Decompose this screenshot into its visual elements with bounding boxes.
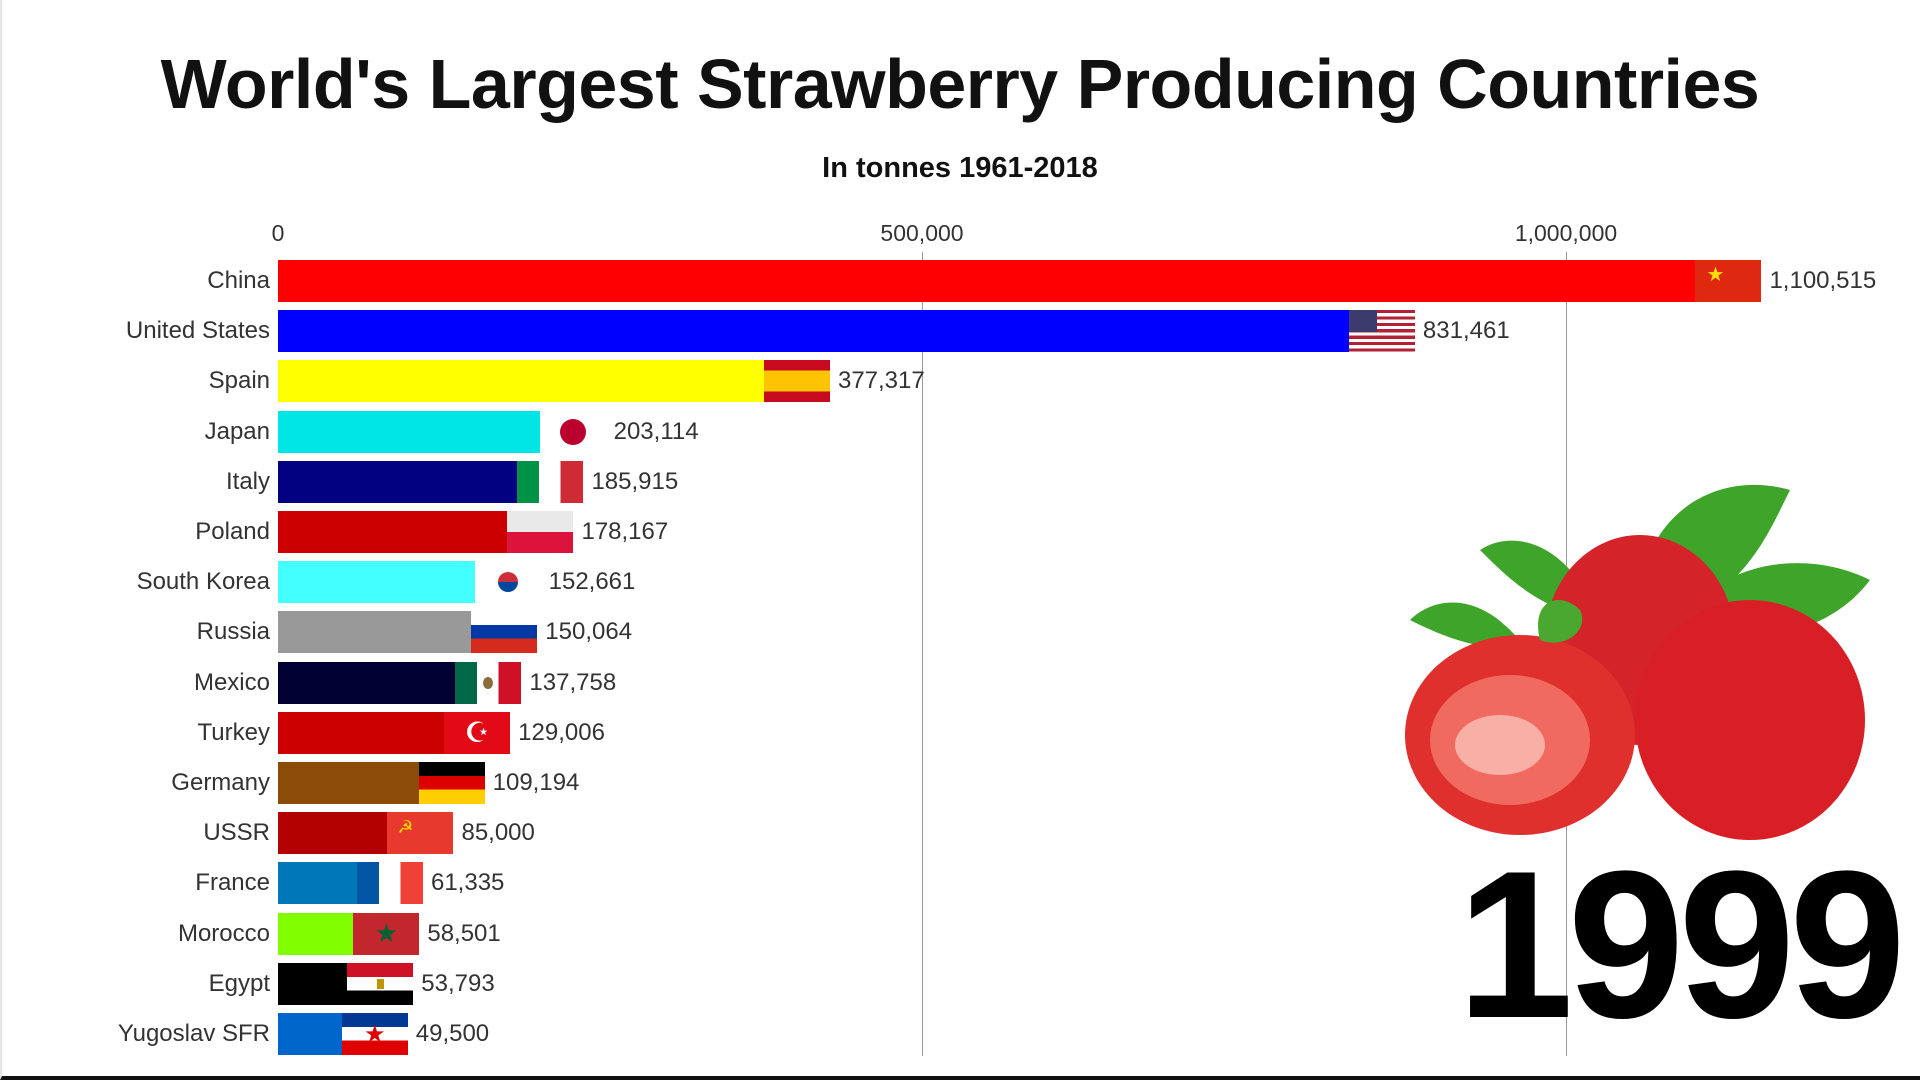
value-label: 53,793 <box>421 969 495 997</box>
category-label: Italy <box>225 467 270 495</box>
value-label: 203,114 <box>613 417 699 445</box>
bar-china <box>278 260 1696 302</box>
bar-mexico <box>278 661 456 704</box>
chart-subtitle: In tonnes 1961-2018 <box>822 152 1098 184</box>
bar-south-korea <box>278 561 475 604</box>
flag-icon-spain <box>763 360 830 403</box>
year-label: 1999 <box>1456 827 1906 1062</box>
bar-turkey <box>278 711 445 754</box>
value-label: 129,006 <box>518 718 605 746</box>
flag-icon-egypt <box>347 962 414 1005</box>
bar-france <box>278 862 357 905</box>
category-label: Poland <box>195 518 270 545</box>
bar-italy <box>278 460 518 503</box>
category-label: Mexico <box>193 668 270 696</box>
category-label: United States <box>125 317 270 345</box>
value-label: 152,661 <box>548 568 636 596</box>
flag-icon-russia <box>471 611 538 654</box>
flag-icon-turkey: ☪ <box>444 711 511 754</box>
value-label: 150,064 <box>545 618 633 646</box>
bar-russia <box>278 611 472 654</box>
flag-icon-poland <box>507 511 574 553</box>
value-label: 109,194 <box>492 769 580 796</box>
bar-united-states <box>278 310 1349 353</box>
value-label: 58,501 <box>427 919 501 947</box>
x-tick-label: 500,000 <box>880 220 964 246</box>
flag-icon-italy <box>517 460 584 503</box>
category-label: Morocco <box>177 919 270 947</box>
flag-icon-mexico <box>455 661 522 704</box>
flag-icon-us <box>1348 310 1415 353</box>
category-label: Japan <box>204 417 270 445</box>
bar-germany <box>278 762 419 804</box>
gridline <box>922 252 923 1056</box>
bar-morocco <box>278 912 354 955</box>
strawberry-image <box>1405 484 1870 840</box>
flag-icon-morocco: ★ <box>353 912 420 955</box>
value-label: 85,000 <box>461 819 535 847</box>
category-label: Yugoslav SFR <box>117 1020 270 1047</box>
category-label: France <box>195 869 270 897</box>
value-label: 1,100,515 <box>1769 267 1877 294</box>
category-label: South Korea <box>136 568 270 596</box>
category-label: USSR <box>203 819 270 847</box>
flag-icon-france <box>356 862 423 905</box>
category-label: Spain <box>208 367 270 395</box>
x-tick-label: 0 <box>271 220 285 246</box>
flag-icon-germany <box>418 762 485 804</box>
bar-ussr <box>278 812 388 855</box>
bar-japan <box>278 410 540 453</box>
value-label: 178,167 <box>581 518 669 545</box>
value-label: 49,500 <box>415 1020 490 1047</box>
bar-poland <box>278 511 508 553</box>
category-label: Russia <box>196 618 270 646</box>
bar-egypt <box>278 962 348 1005</box>
value-label: 185,915 <box>591 467 679 495</box>
bar-spain <box>278 360 764 403</box>
value-label: 831,461 <box>1422 317 1510 345</box>
x-tick-label: 1,000,000 <box>1514 220 1618 246</box>
value-label: 137,758 <box>529 668 617 696</box>
flag-icon-ussr: ☭ <box>387 812 454 855</box>
value-label: 377,317 <box>837 367 925 395</box>
category-label: Egypt <box>208 969 270 997</box>
category-label: Germany <box>171 769 270 796</box>
value-label: 61,335 <box>430 869 505 897</box>
flag-icon-china: ★ <box>1695 260 1762 302</box>
bar-yugoslav-sfr <box>278 1013 342 1055</box>
chart-title: World's Largest Strawberry Producing Cou… <box>160 45 1760 123</box>
flag-icon-korea <box>474 561 541 604</box>
flag-icon-japan <box>539 410 606 453</box>
category-label: China <box>207 267 270 294</box>
flag-icon-yugoslavia: ★ <box>341 1013 408 1055</box>
category-label: Turkey <box>197 718 270 746</box>
